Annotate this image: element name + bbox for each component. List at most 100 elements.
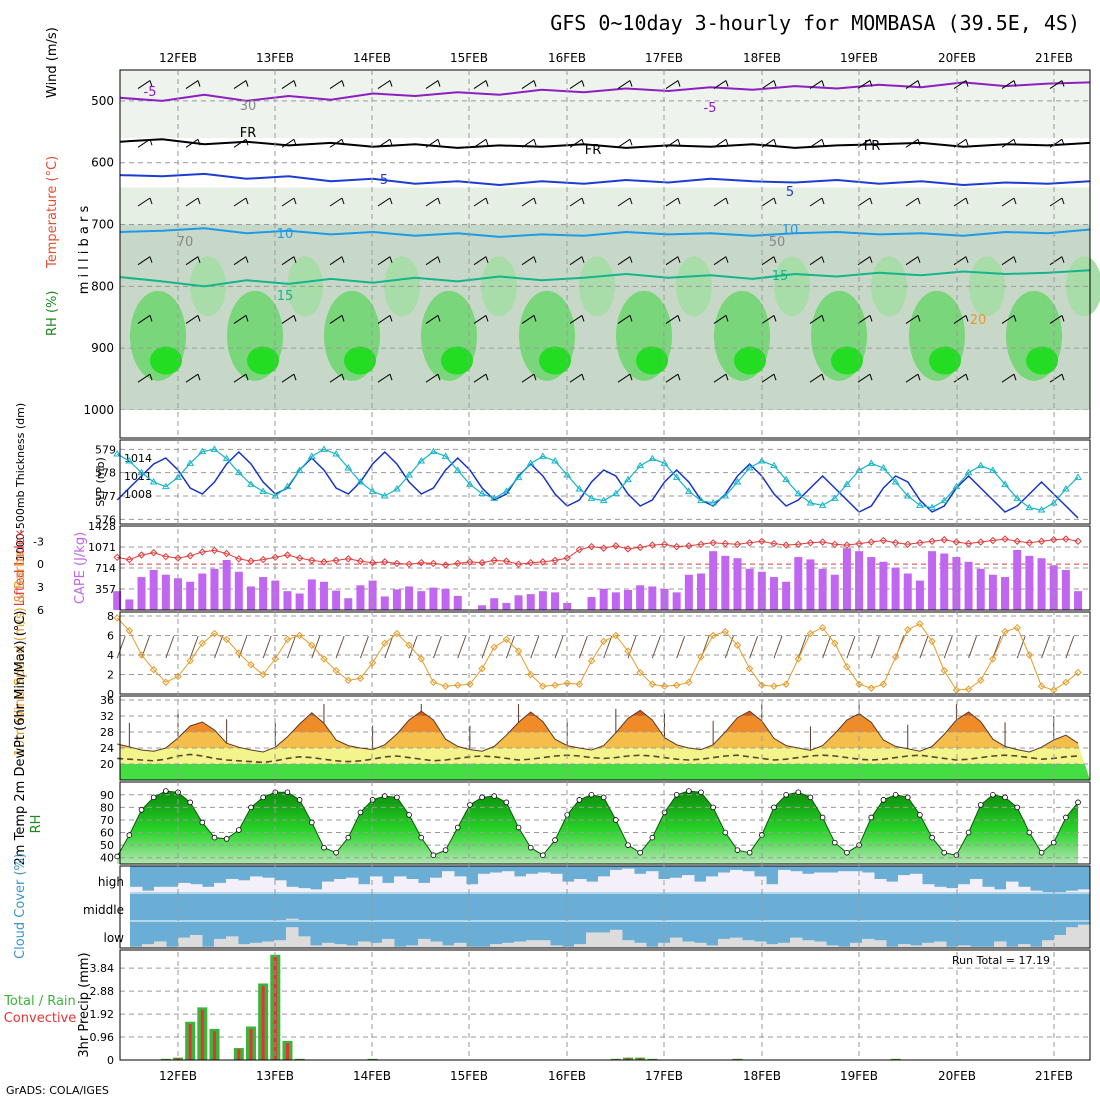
date-label-bottom: 15FEB	[450, 1069, 488, 1083]
thickness-marker	[697, 496, 705, 504]
wind-barb-flag	[725, 139, 729, 146]
surface-wind-barb	[919, 635, 929, 659]
precip-convective-bar	[261, 985, 265, 1060]
surface-wind-barb	[992, 635, 1002, 659]
wind-speed-marker	[952, 686, 961, 694]
temp-bands	[120, 710, 1090, 780]
wind-barb-flag	[1013, 256, 1017, 263]
cape-bar	[915, 580, 924, 610]
wind-barb-flag	[917, 315, 921, 322]
wind-speed-marker	[1001, 627, 1009, 636]
wind-barb-flag	[965, 374, 969, 381]
wind-barb-flag	[917, 139, 921, 146]
rh-marker	[917, 812, 923, 818]
wind-barb	[809, 256, 823, 266]
wind-barb-flag	[149, 139, 153, 146]
wind-barb-flag	[677, 139, 681, 146]
surface-wind-barb	[749, 635, 759, 659]
wind-speed-marker	[137, 651, 146, 659]
surface-wind-barb	[165, 635, 175, 659]
wind-speed-marker	[989, 655, 997, 663]
cloud-cell	[406, 879, 419, 892]
rh-band-upper	[120, 70, 1090, 138]
wind-barb-flag	[773, 197, 777, 205]
wind-barb	[857, 138, 871, 148]
cloud-cell	[154, 941, 167, 948]
precip-convective-bar	[212, 1031, 216, 1060]
wind-barb	[521, 138, 535, 148]
wind-barb-flag	[725, 315, 729, 322]
cloud-cell	[418, 882, 431, 892]
precip-tick: 0.96	[90, 1031, 115, 1044]
cape-bar	[137, 577, 146, 610]
rh-marker	[1063, 814, 1069, 821]
cloud-cell	[514, 876, 527, 892]
cape-bar	[332, 590, 341, 610]
cloud-cell	[718, 872, 731, 892]
surface-wind-barb	[408, 635, 418, 659]
precip-convective-bar	[176, 1058, 180, 1060]
cape-bar	[1074, 591, 1083, 610]
lifted-index-marker	[283, 551, 292, 559]
wind-speed-marker	[636, 668, 644, 677]
cloud-cell	[166, 946, 179, 948]
wind-barb	[329, 315, 343, 324]
temperature-contour	[119, 269, 1091, 288]
temp-tick: 36	[100, 694, 114, 707]
rh-marker	[418, 834, 425, 841]
wind-barb-flag	[1013, 197, 1017, 205]
rh-marker	[430, 852, 437, 858]
lifted-index-marker	[381, 558, 389, 566]
rh-marker	[126, 832, 133, 838]
lifted-index-marker	[332, 556, 340, 565]
cloud-cell	[610, 869, 623, 892]
cloud-row-label: high	[98, 875, 124, 889]
wind-barb	[761, 138, 775, 148]
wind-speed-marker	[198, 639, 207, 648]
lifted-index-marker	[648, 541, 657, 549]
wind-barb	[761, 80, 775, 89]
thickness-marker	[259, 487, 268, 494]
lifted-index-marker	[952, 538, 961, 546]
wind-barb	[665, 138, 679, 148]
wind-barb	[1001, 373, 1015, 383]
thickness-marker	[709, 499, 718, 506]
wind-barb	[185, 256, 199, 266]
wind-speed-marker	[831, 639, 839, 648]
cloud-cell	[994, 941, 1007, 948]
rh-marker	[941, 849, 948, 856]
wind-speed-marker	[660, 682, 669, 690]
thickness-marker	[1037, 506, 1046, 513]
precip-tick: 3.84	[90, 962, 115, 975]
thickness-tick: 578	[95, 467, 116, 480]
rh-marker	[223, 836, 230, 842]
thickness-marker	[332, 450, 340, 457]
date-label-top: 18FEB	[743, 51, 781, 65]
wind-barb-flag	[821, 315, 825, 322]
thickness-marker	[806, 499, 815, 506]
wind-barb-flag	[869, 197, 873, 205]
wind-barb-flag	[293, 315, 297, 322]
cloud-cell	[1018, 944, 1031, 948]
wind-barb	[329, 80, 343, 89]
cape-bar	[879, 561, 888, 610]
thickness-marker	[1025, 503, 1034, 511]
panel-frame	[119, 865, 1091, 949]
lifted-index-marker	[417, 558, 425, 567]
wind-barb-flag	[869, 80, 873, 87]
rh-marker	[150, 794, 157, 801]
cloud-cell	[286, 927, 299, 948]
rh-marker	[296, 797, 303, 803]
cape-label: CAPE (J/kg)	[73, 532, 88, 604]
cape-bar	[222, 560, 231, 610]
contour-label: 5	[380, 173, 388, 188]
rh-marker	[540, 852, 546, 858]
wind-barb-flag	[533, 374, 537, 381]
wind-barb	[1001, 138, 1015, 148]
lifted-index-marker	[478, 558, 486, 567]
wind-speed-marker	[843, 662, 851, 671]
wind-barb-flag	[629, 139, 633, 146]
cape-bar	[405, 586, 414, 610]
rh-marker	[260, 794, 266, 801]
thickness-marker	[952, 482, 961, 490]
